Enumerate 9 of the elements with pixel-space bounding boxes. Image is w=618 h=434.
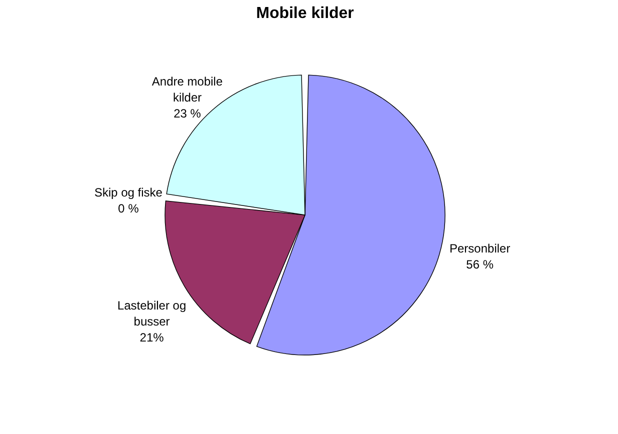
text: 0 % xyxy=(118,202,139,216)
slice-label: Lastebiler og busser xyxy=(117,298,186,329)
data-label: 21% xyxy=(140,330,164,345)
category-label: Skip og fiske xyxy=(94,186,162,200)
data-label: 56 % xyxy=(466,257,494,272)
chart-title: Mobile kilder xyxy=(256,5,354,22)
slice-label: Personbiler xyxy=(449,241,510,256)
slice-label: Andre mobile kilder xyxy=(152,74,223,104)
data-label: 23 % xyxy=(174,106,202,120)
